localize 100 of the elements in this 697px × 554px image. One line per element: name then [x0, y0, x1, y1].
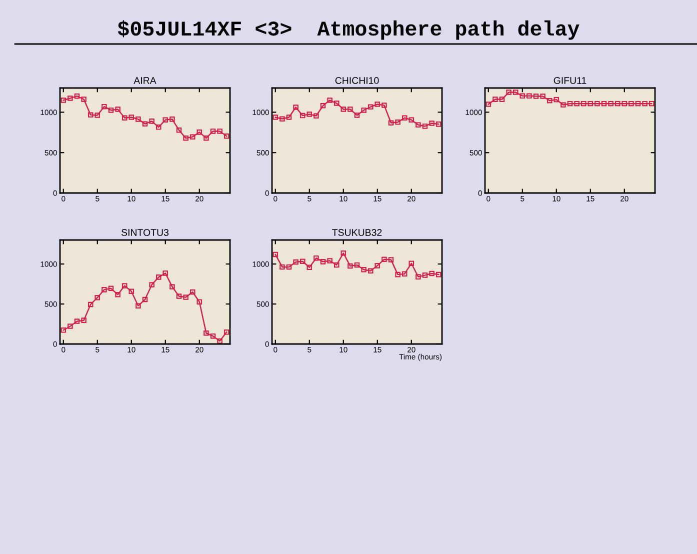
point — [416, 274, 421, 280]
point — [74, 318, 80, 324]
point — [293, 104, 298, 110]
point — [286, 114, 292, 120]
point — [136, 303, 141, 308]
point — [88, 112, 94, 118]
point — [416, 122, 421, 128]
point — [162, 117, 168, 123]
point — [280, 264, 285, 270]
point — [388, 257, 394, 262]
point — [327, 98, 332, 103]
point — [300, 112, 306, 118]
point — [361, 266, 366, 272]
point — [217, 338, 222, 344]
point — [320, 259, 326, 264]
point — [395, 272, 400, 278]
point — [190, 289, 196, 295]
point — [642, 100, 648, 106]
point — [436, 122, 442, 127]
point — [224, 134, 230, 139]
point — [340, 250, 346, 256]
point — [142, 121, 148, 126]
point — [74, 93, 80, 99]
point — [102, 287, 107, 292]
point — [115, 106, 120, 112]
point — [368, 104, 374, 110]
point — [115, 292, 120, 298]
point — [560, 102, 566, 108]
point — [176, 128, 182, 133]
point — [622, 100, 628, 106]
point — [170, 284, 175, 290]
point — [499, 96, 505, 102]
point — [272, 252, 278, 258]
point — [327, 258, 332, 264]
point — [286, 264, 292, 270]
point — [408, 117, 414, 123]
point — [204, 136, 209, 141]
point — [361, 108, 366, 113]
point — [217, 128, 222, 134]
point — [108, 108, 114, 113]
point — [512, 90, 518, 95]
point — [520, 93, 526, 99]
point — [354, 112, 360, 118]
point — [68, 96, 73, 101]
point — [306, 264, 312, 270]
point — [567, 100, 573, 106]
point — [128, 288, 134, 294]
point — [486, 102, 492, 107]
point — [402, 271, 408, 276]
point — [540, 94, 546, 99]
point — [88, 302, 94, 308]
point — [334, 100, 340, 106]
point — [348, 106, 353, 112]
point — [136, 116, 141, 122]
point — [429, 270, 434, 276]
point — [272, 114, 278, 120]
point — [422, 124, 428, 129]
point — [492, 96, 498, 102]
chart-title: GIFU11 — [554, 77, 586, 84]
point — [628, 100, 634, 106]
point — [280, 116, 285, 122]
point — [156, 274, 162, 280]
point — [374, 263, 380, 268]
point — [546, 98, 552, 104]
point — [382, 102, 387, 108]
point — [334, 262, 340, 268]
point — [533, 94, 539, 99]
line-series — [60, 93, 230, 141]
point — [648, 100, 654, 106]
point — [162, 270, 168, 276]
point — [554, 96, 560, 102]
point — [368, 268, 374, 274]
point — [156, 124, 162, 130]
point — [102, 104, 107, 110]
point — [196, 130, 202, 135]
point — [122, 115, 128, 121]
chart-title: TSUKUB32 — [332, 229, 382, 236]
point — [94, 294, 100, 300]
point — [436, 272, 442, 278]
point — [408, 260, 414, 266]
point — [81, 318, 86, 323]
point — [526, 93, 532, 99]
point — [293, 259, 298, 265]
point — [588, 100, 594, 106]
point — [60, 98, 66, 103]
point — [506, 90, 512, 95]
point — [210, 333, 216, 339]
point — [354, 262, 360, 268]
chart-title: SINTOTU3 — [121, 229, 169, 236]
point — [314, 255, 319, 261]
point — [190, 134, 196, 140]
point — [60, 328, 66, 333]
point — [608, 100, 614, 106]
point — [224, 330, 230, 335]
point — [94, 112, 100, 118]
point — [128, 114, 134, 120]
point — [108, 286, 114, 292]
point — [580, 100, 586, 106]
point — [68, 324, 73, 329]
point — [422, 272, 428, 278]
